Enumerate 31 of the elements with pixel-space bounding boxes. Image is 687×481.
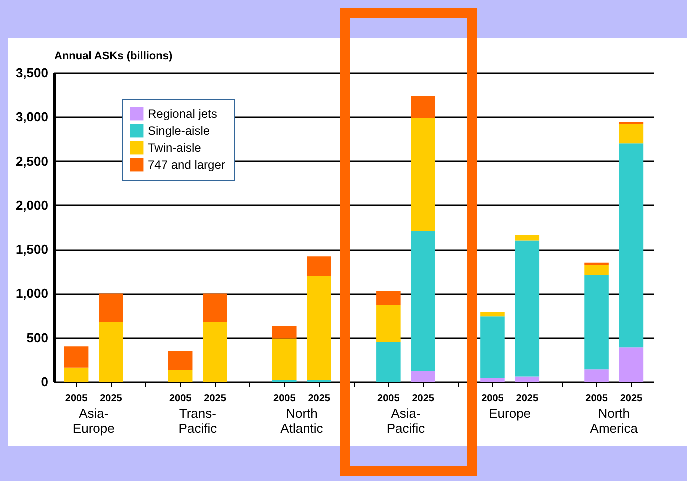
x-tick-label: 2025 — [620, 394, 644, 404]
y-axis-title: Annual ASKs (billions) — [54, 50, 173, 62]
legend-label: Regional jets — [148, 107, 218, 121]
text: Trans- Pacific — [178, 406, 218, 436]
x-tick-label: 2005 — [378, 394, 400, 404]
y-tick-label: 500 — [26, 330, 48, 346]
x-tick-label: 2005 — [586, 394, 608, 404]
legend-label: Single-aisle — [148, 124, 210, 138]
text: North America — [590, 406, 639, 436]
y-tick-label: 3,500 — [16, 66, 48, 80]
x-tick-label: 2025 — [204, 394, 227, 404]
y-tick-label: 2,000 — [16, 198, 48, 213]
text: Europe — [489, 406, 532, 421]
legend-label: Twin-aisle — [148, 141, 202, 155]
x-tick-label: 2025 — [412, 394, 435, 404]
x-tick-label: 2025 — [308, 394, 331, 404]
x-tick-label: 2005 — [169, 394, 192, 404]
x-tick-label: 2005 — [65, 394, 88, 404]
legend-label: 747 and larger — [148, 158, 226, 172]
y-tick-label: 1,000 — [16, 286, 48, 302]
x-tick-label: 2005 — [274, 394, 296, 404]
x-tick-label: 2025 — [516, 394, 539, 404]
text: North Atlantic — [280, 406, 324, 436]
x-tick-label: 2005 — [482, 394, 504, 404]
text: Asia- Pacific — [386, 406, 426, 436]
x-tick-label: 2025 — [100, 394, 123, 404]
y-tick-label: 2,500 — [16, 154, 48, 169]
y-tick-label: 0 — [41, 374, 48, 390]
text: Asia- Europe — [72, 406, 115, 436]
y-tick-label: 3,000 — [16, 110, 48, 125]
y-tick-label: 1,500 — [16, 242, 48, 258]
